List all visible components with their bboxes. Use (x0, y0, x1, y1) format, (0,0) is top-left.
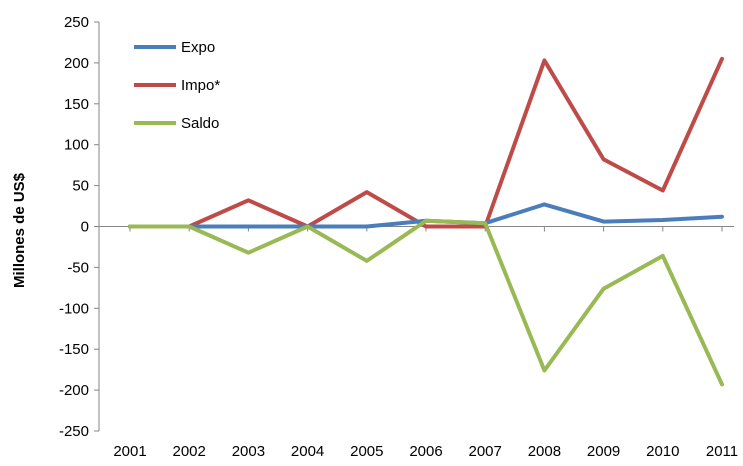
y-tick-label: 200 (64, 55, 89, 72)
y-tick-label: 50 (72, 178, 89, 195)
x-tick-labels: 2001 2002 2003 2004 2005 2006 2007 2008 2009 2010… (113, 443, 738, 460)
y-tick-label: -150 (59, 341, 89, 358)
legend-saldo-label: Saldo (181, 115, 219, 132)
y-tick-label: -100 (59, 300, 89, 317)
series-lines (128, 56, 724, 387)
x-tick-label: 2001 (113, 443, 146, 460)
y-axis-label: Millones de US$ (11, 172, 28, 288)
y-tick-label: 150 (64, 96, 89, 113)
x-tick-label: 2003 (232, 443, 265, 460)
x-tick-label: 2002 (173, 443, 206, 460)
x-tick-label: 2006 (409, 443, 442, 460)
y-tick-labels: 250 200 150 100 50 0 -50 -100 -150 -200 -250 (59, 14, 89, 440)
x-tick-label: 2008 (528, 443, 561, 460)
y-tick-marks (94, 21, 99, 432)
x-tick-label: 2005 (350, 443, 383, 460)
y-tick-label: -250 (59, 423, 89, 440)
x-tick-label: 2010 (646, 443, 679, 460)
series-line-impo (128, 56, 724, 229)
y-tick-label: -50 (67, 259, 89, 276)
legend-expo-label: Expo (181, 39, 215, 56)
x-tick-label: 2009 (587, 443, 620, 460)
series-line-saldo (128, 218, 724, 387)
y-tick-label: -200 (59, 382, 89, 399)
x-tick-label: 2007 (469, 443, 502, 460)
legend-impo-label: Impo* (181, 77, 220, 94)
y-tick-label: 100 (64, 137, 89, 154)
y-tick-label: 0 (81, 219, 89, 236)
x-tick-label: 2004 (291, 443, 324, 460)
legend: Expo Impo* Saldo (134, 39, 220, 132)
y-tick-label: 250 (64, 14, 89, 31)
x-tick-label: 2011 (706, 443, 738, 460)
